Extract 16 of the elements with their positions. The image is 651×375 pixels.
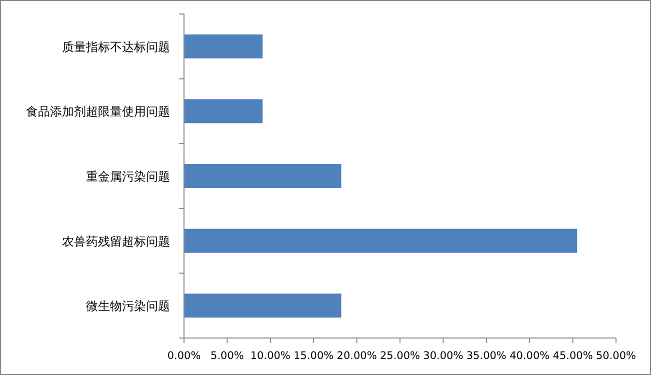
x-tick-label: 10.00% [250, 350, 290, 362]
y-tick-label: 农兽药残留超标问题 [62, 234, 170, 248]
x-tick-label: 0.00% [167, 350, 201, 362]
y-tick-label: 重金属污染问题 [86, 170, 170, 184]
x-tick-label: 20.00% [336, 350, 377, 362]
y-tick-label: 质量指标不达标问题 [62, 40, 170, 54]
x-tick-label: 45.00% [552, 350, 593, 362]
x-tick-label: 5.00% [210, 350, 244, 362]
x-tick-label: 30.00% [423, 350, 464, 362]
x-tick-label: 50.00% [596, 350, 636, 362]
x-tick-label: 15.00% [294, 350, 334, 362]
x-tick-label: 35.00% [466, 350, 506, 362]
y-tick-label: 微生物污染问题 [86, 299, 170, 314]
x-tick-label: 25.00% [380, 350, 420, 362]
y-tick-label: 食品添加剂超限量使用问题 [26, 104, 170, 119]
x-tick-label: 40.00% [510, 350, 550, 362]
